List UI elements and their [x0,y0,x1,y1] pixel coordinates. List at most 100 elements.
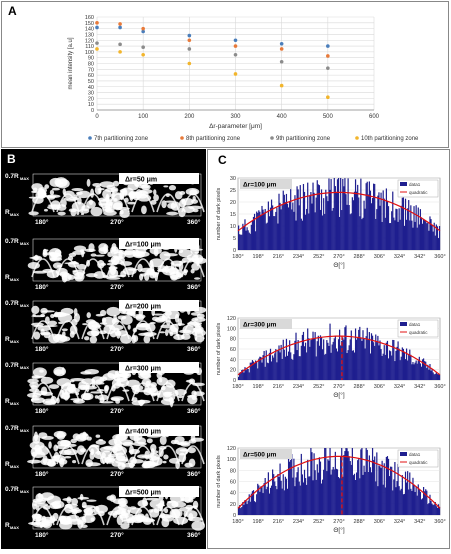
angle-label: 360° [187,470,201,478]
histogram-bar [310,340,312,380]
strip-texture [191,262,201,271]
histogram-bar [422,486,425,515]
histogram-bar [387,458,390,515]
histogram-bar [367,194,369,250]
histogram-bar [318,345,321,380]
histogram-bar [403,351,406,380]
histogram-bar [387,358,390,380]
histogram-bar [275,211,277,250]
histogram-bar [369,353,372,380]
quadratic-fit-line [237,455,441,509]
strip-texture [56,377,72,387]
histogram-bar [394,462,396,515]
y-tick-label: 80 [88,62,94,68]
strip-texture [114,455,128,465]
strip-texture [94,395,99,399]
histogram-bar [334,451,336,515]
histogram-bar [394,220,396,250]
data-point [118,50,122,54]
strip-texture [112,445,118,454]
x-tick-label: 288° [354,384,365,390]
histogram-bar [336,469,339,515]
strip-texture [40,391,53,396]
x-tick-label: 216° [273,254,284,260]
histogram-bar [366,181,368,250]
histogram-bar [380,349,382,380]
y-tick-label: 0 [233,248,236,254]
histogram-bar [342,337,344,380]
strip-texture [93,451,106,460]
strip-texture [104,188,118,193]
histogram-bar [306,352,308,380]
strip-texture [169,331,174,337]
strip-texture [29,382,39,388]
x-tick-label: 342° [414,384,425,390]
strip-texture [31,506,55,526]
x-tick-label: 288° [354,254,365,260]
histogram-bar [416,227,418,250]
histogram-bar [327,342,329,380]
strip-texture [106,306,121,317]
bottom-radius-label-sub: MAX [10,525,19,530]
histogram-bar [246,368,248,380]
histogram-bar [240,508,242,515]
histogram-bar [436,226,439,250]
strip-texture [126,379,140,388]
histogram-bar [402,494,405,515]
histogram-bar [287,207,290,250]
histogram-bar [383,463,385,515]
histogram-bar [390,223,392,250]
histogram-bar [241,370,243,380]
strip-texture [44,184,50,189]
histogram-bar [379,466,381,515]
histogram-bar [261,362,263,380]
strip-texture [38,187,48,194]
top-radius-label-sub: MAX [20,428,29,433]
strip-texture [181,320,205,340]
histogram-bar [383,198,385,250]
histogram-bar [298,356,300,380]
histogram-bar [364,471,366,515]
histogram-bar [280,209,282,250]
histogram-bar [411,364,413,380]
strip-texture [191,199,199,204]
strip-texture [150,382,157,388]
histogram-bar [278,477,280,515]
histogram-bar [279,463,281,515]
histogram-bar [380,468,382,515]
histogram-bar [381,460,383,515]
top-radius-label: 0.7R [5,173,19,180]
histogram-bar [328,460,330,515]
strip-texture [120,270,127,278]
strip-texture [177,442,190,446]
histogram-bar [359,216,361,250]
histogram-bar [437,238,440,250]
strip-texture [39,524,43,529]
histogram-bar [283,349,285,380]
strip-texture [41,310,55,313]
strip-texture [31,305,40,315]
histogram-bar [337,477,340,515]
histogram-bar [392,490,394,515]
histogram-bar [272,469,274,515]
strip-texture [28,211,39,216]
histogram-bar [425,221,427,250]
histogram-bar [273,474,275,515]
histogram-bar [256,211,258,250]
histogram-bar [347,451,349,515]
histogram-bar [269,207,272,250]
histogram-bar [416,495,418,515]
x-tick-label: 360° [434,384,445,390]
data-point [95,47,99,51]
histogram-bar [253,501,256,515]
strip-texture [31,193,55,213]
histogram-bar [345,194,347,250]
histogram-bar [309,195,311,250]
histogram-bar [243,372,245,380]
histogram-bar [404,359,407,380]
strip-texture [138,185,150,189]
histogram-bar [438,506,441,515]
histogram-bar [325,189,327,250]
histogram-bar [269,348,272,380]
histogram-bar [267,363,269,380]
